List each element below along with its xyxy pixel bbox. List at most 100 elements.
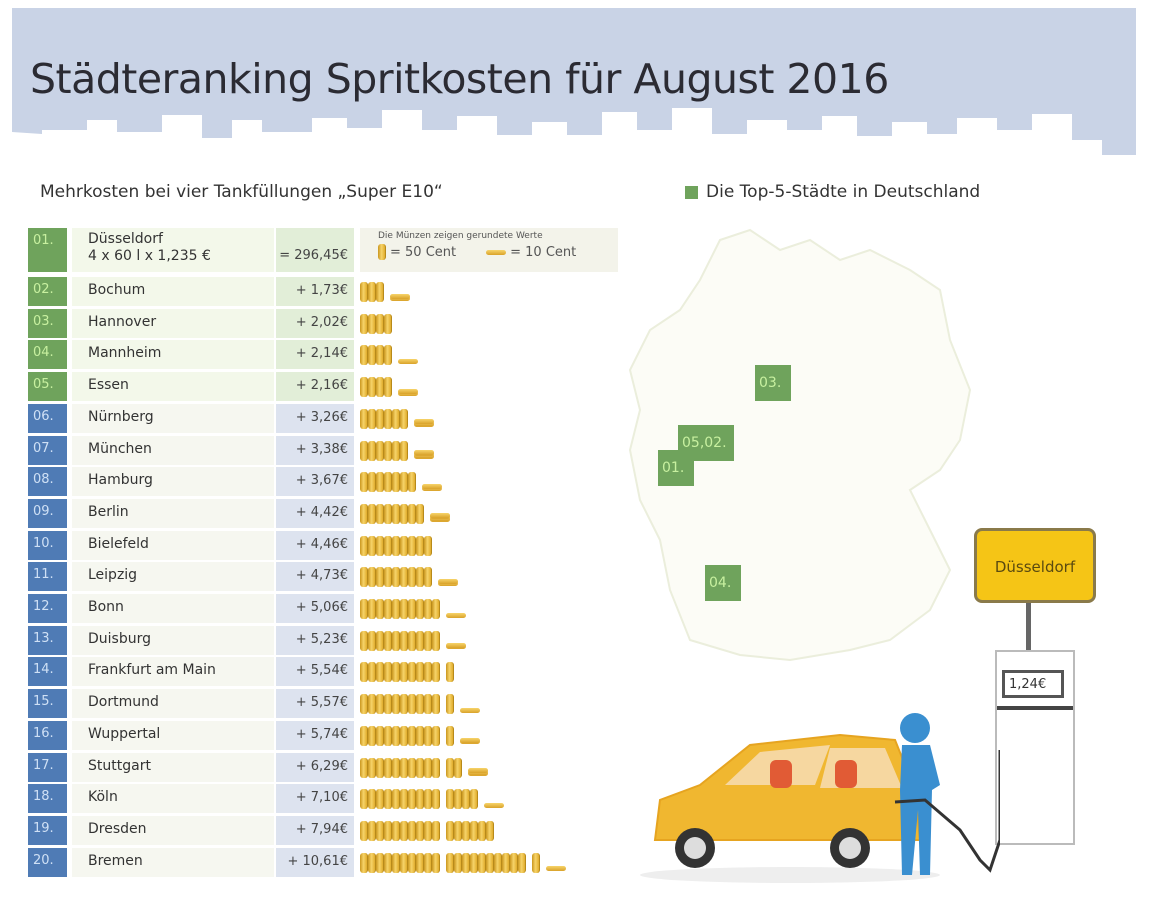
coin-10-label: = 10 Cent xyxy=(510,244,577,260)
coin-bar xyxy=(360,440,434,462)
coin-50-icon xyxy=(462,852,470,873)
city-name: Leipzig xyxy=(72,562,274,592)
coin-50-icon xyxy=(424,789,432,810)
map-legend-label: Die Top-5-Städte in Deutschland xyxy=(706,182,981,202)
coin-10-icon xyxy=(468,768,488,773)
coin-50-icon xyxy=(360,345,368,366)
coin-50-icon xyxy=(384,345,392,366)
value-cell: + 7,94€ xyxy=(276,815,354,845)
coin-50-icon xyxy=(532,852,540,873)
table-row: 19. Dresden + 7,94€ xyxy=(28,815,618,845)
coin-50-icon xyxy=(400,757,408,778)
coin-50-icon xyxy=(416,694,424,715)
formula: 4 x 60 l x 1,235 € xyxy=(88,248,211,264)
coin-10-icon xyxy=(446,612,466,618)
coin-50-icon xyxy=(416,503,424,524)
coin-stack xyxy=(360,694,440,715)
pump-price: 1,24€ xyxy=(1002,670,1064,698)
coin-50-icon xyxy=(376,820,384,841)
table-row-baseline: 01. Düsseldorf 4 x 60 l x 1,235 € = 296,… xyxy=(28,228,618,272)
city-name: Frankfurt am Main xyxy=(72,657,274,687)
coin-10-icon xyxy=(460,737,480,743)
coin-50-icon xyxy=(392,630,400,651)
coin-50-icon xyxy=(400,567,408,588)
city-name: Stuttgart xyxy=(72,752,274,782)
coin-stack xyxy=(360,789,440,810)
table-row: 13. Duisburg + 5,23€ xyxy=(28,625,618,655)
coin-50-icon xyxy=(400,599,408,619)
coin-50-icon xyxy=(376,599,384,619)
coin-50-icon xyxy=(408,757,416,778)
coin-50-icon xyxy=(416,630,424,651)
coin-50-icon xyxy=(408,725,416,746)
coin-50-icon xyxy=(470,789,478,810)
coin-50-icon xyxy=(392,503,400,524)
coin-50-icon xyxy=(368,599,376,619)
city-name: Köln xyxy=(72,784,274,814)
coin-50-icon xyxy=(360,313,368,334)
coin-50-icon xyxy=(368,503,376,524)
coin-bar xyxy=(360,281,410,303)
table-row: 15. Dortmund + 5,57€ xyxy=(28,689,618,719)
coin-50-icon xyxy=(424,662,432,683)
coin-stack xyxy=(360,535,432,556)
coin-50-icon xyxy=(416,725,424,746)
coin-stack xyxy=(446,852,526,873)
city-name: Bonn xyxy=(72,594,274,623)
table-row: 06. Nürnberg + 3,26€ xyxy=(28,403,618,433)
coin-50-icon xyxy=(424,567,432,588)
coin-legend: Die Münzen zeigen gerundete Werte = 50 C… xyxy=(360,228,618,272)
coin-50-icon xyxy=(470,852,478,873)
coin-50-icon xyxy=(360,535,368,556)
value-cell: + 5,54€ xyxy=(276,657,354,687)
rank-badge: 20. xyxy=(28,847,67,877)
rank-badge: 08. xyxy=(28,467,67,497)
rank-badge: 18. xyxy=(28,784,67,814)
coin-50-icon xyxy=(368,662,376,683)
coin-50-icon xyxy=(454,789,462,810)
coin-50-icon xyxy=(384,694,392,715)
coin-50-icon xyxy=(400,662,408,683)
coin-50-icon xyxy=(360,282,368,302)
coin-50-icon xyxy=(392,852,400,873)
coin-50-icon xyxy=(470,820,478,841)
value-cell: + 5,57€ xyxy=(276,689,354,719)
value-cell: + 4,73€ xyxy=(276,562,354,592)
coin-50-icon xyxy=(360,408,368,429)
coin-bar xyxy=(360,693,480,715)
coin-50-icon xyxy=(432,757,440,778)
coin-stack xyxy=(532,852,540,873)
coin-50-icon xyxy=(376,630,384,651)
coin-50-icon xyxy=(392,662,400,683)
city-name: Nürnberg xyxy=(72,403,274,433)
city-name: Bochum xyxy=(72,277,274,306)
coin-50-icon xyxy=(376,567,384,588)
rank-badge: 16. xyxy=(28,720,67,750)
coin-50-icon xyxy=(384,757,392,778)
coin-stack xyxy=(360,757,440,778)
coin-50-icon xyxy=(360,662,368,683)
coin-50-icon xyxy=(432,599,440,619)
city-name: Mannheim xyxy=(72,340,274,370)
coin-50-icon xyxy=(368,377,376,398)
coin-bar xyxy=(360,725,480,747)
coin-bar xyxy=(360,852,566,874)
value-cell: + 3,67€ xyxy=(276,467,354,497)
coin-50-icon xyxy=(416,535,424,556)
coin-50-icon xyxy=(368,313,376,334)
coin-50-icon xyxy=(376,535,384,556)
city-name: Duisburg xyxy=(72,625,274,655)
coin-50-icon xyxy=(384,725,392,746)
coin-bar xyxy=(360,630,466,652)
coin-50-icon xyxy=(384,567,392,588)
table-row: 05. Essen + 2,16€ xyxy=(28,372,618,402)
coin-50-icon xyxy=(416,757,424,778)
coin-50-icon xyxy=(432,725,440,746)
value-cell: + 4,46€ xyxy=(276,530,354,560)
coin-50-icon xyxy=(400,694,408,715)
rank-badge: 11. xyxy=(28,562,67,592)
coin-50-icon xyxy=(384,535,392,556)
coin-50-icon xyxy=(416,820,424,841)
coin-50-icon xyxy=(376,408,384,429)
map-marker: 01. xyxy=(658,450,694,486)
